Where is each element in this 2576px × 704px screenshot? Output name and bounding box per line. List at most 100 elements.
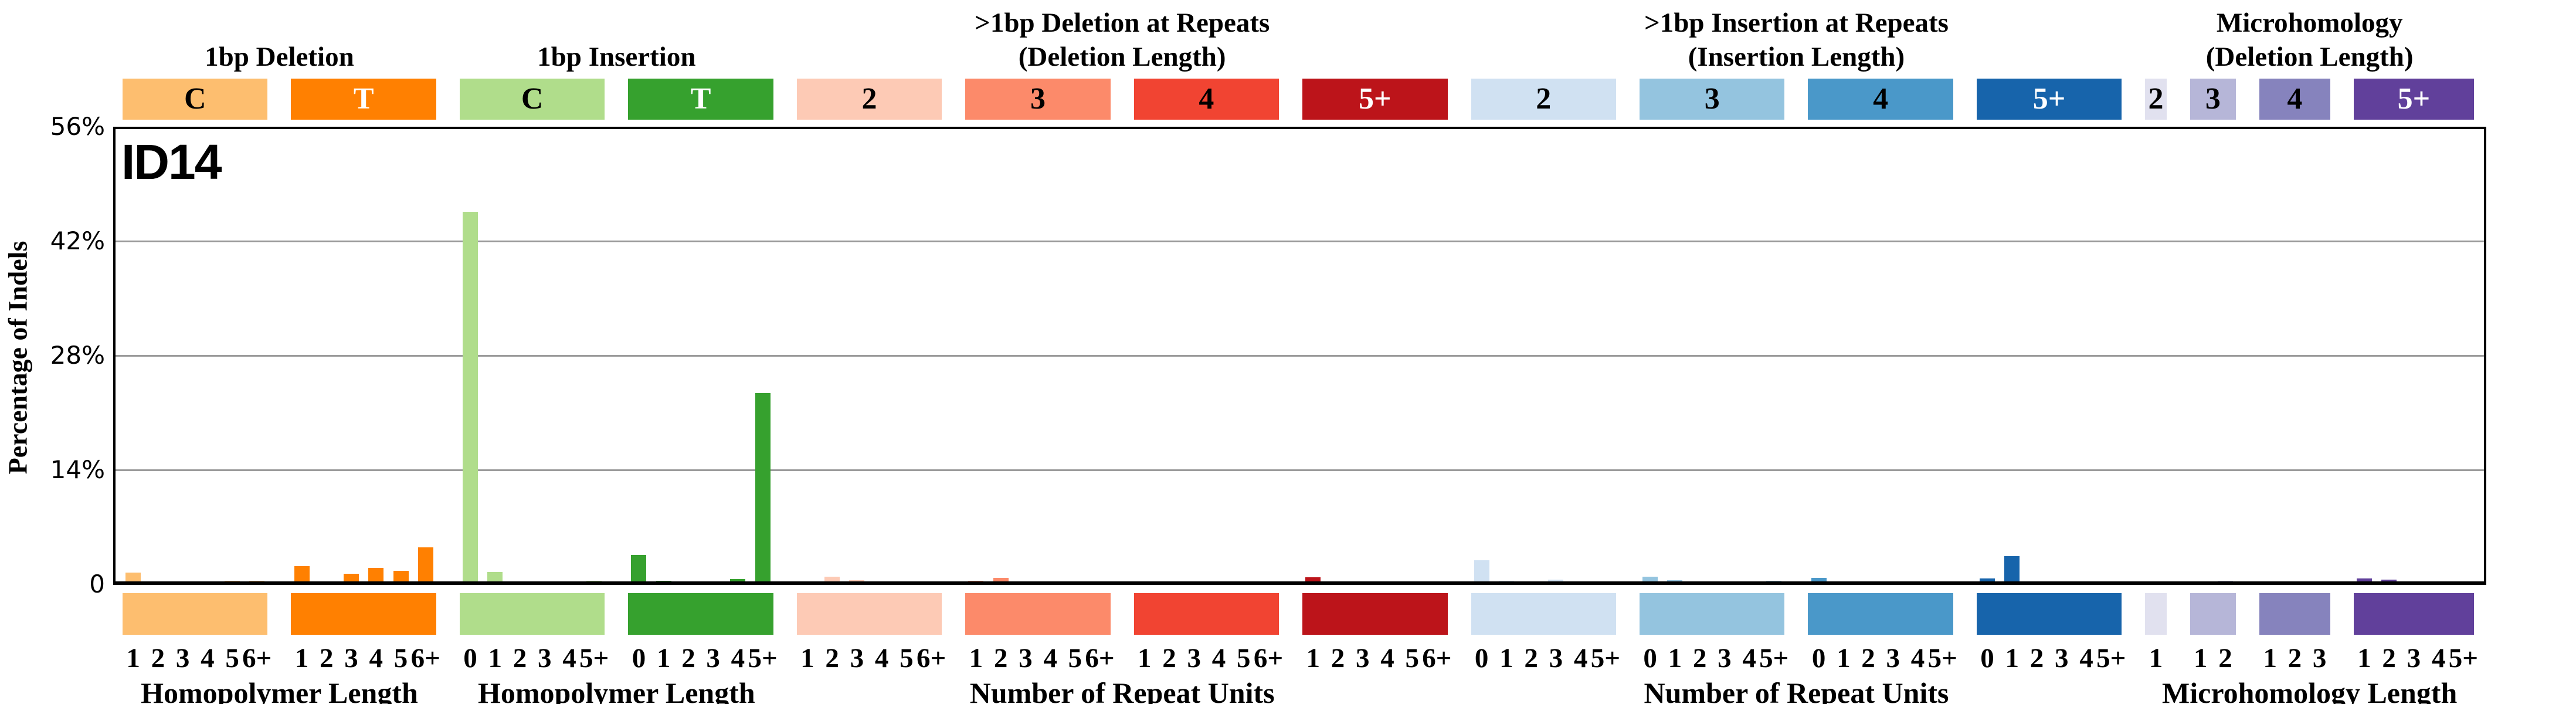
x-tick-label: 5 bbox=[1405, 643, 1419, 673]
x-tick-label: 2 bbox=[320, 643, 334, 673]
x-tick-label: 0 bbox=[632, 643, 646, 673]
category-footer-band bbox=[123, 593, 268, 635]
x-tick-label: 4 bbox=[2079, 643, 2093, 673]
category-header-box: 4 bbox=[1133, 79, 1279, 120]
x-tick-label: 5+ bbox=[1759, 643, 1789, 673]
x-tick-label: 6+ bbox=[242, 643, 272, 673]
bar bbox=[993, 578, 1009, 583]
x-tick-label: 0 bbox=[1643, 643, 1657, 673]
category-footer-band bbox=[1640, 593, 1785, 635]
category-footer-band bbox=[1302, 593, 1448, 635]
section-x-axis-label: Microhomology Length bbox=[2162, 676, 2458, 704]
x-tick-label: 1 bbox=[2263, 643, 2277, 673]
x-tick-label: 1 bbox=[1668, 643, 1682, 673]
gridline bbox=[116, 240, 2484, 242]
category-footer-band bbox=[2353, 593, 2474, 635]
x-tick-label: 3 bbox=[706, 643, 720, 673]
section-title: Microhomology (Deletion Length) bbox=[2205, 8, 2414, 72]
x-tick-label: 1 bbox=[126, 643, 140, 673]
y-tick-label: 0 bbox=[89, 570, 105, 598]
bar bbox=[125, 573, 141, 583]
x-tick-label: 5 bbox=[1237, 643, 1251, 673]
x-tick-label: 4 bbox=[1573, 643, 1588, 673]
gridline bbox=[116, 354, 2484, 357]
x-tick-label: 0 bbox=[1474, 643, 1489, 673]
x-tick-label: 2 bbox=[1861, 643, 1875, 673]
bar bbox=[1474, 560, 1489, 583]
x-tick-label: 3 bbox=[1549, 643, 1563, 673]
x-tick-label: 4 bbox=[731, 643, 745, 673]
category-footer-band bbox=[628, 593, 773, 635]
x-tick-label: 2 bbox=[1162, 643, 1176, 673]
x-tick-label: 3 bbox=[344, 643, 358, 673]
x-tick-label: 1 bbox=[2149, 643, 2163, 673]
x-tick-label: 1 bbox=[1837, 643, 1851, 673]
category-header-box: 2 bbox=[796, 79, 942, 120]
category-footer-band bbox=[2145, 593, 2167, 635]
x-tick-label: 3 bbox=[850, 643, 864, 673]
x-tick-label: 4 bbox=[562, 643, 576, 673]
category-footer-band bbox=[796, 593, 942, 635]
x-tick-label: 5+ bbox=[748, 643, 778, 673]
bar bbox=[1980, 578, 1995, 583]
category-header-box: 4 bbox=[1808, 79, 1953, 120]
category-header-box: 5+ bbox=[1976, 79, 2122, 120]
x-tick-label: 2 bbox=[681, 643, 695, 673]
category-footer-band bbox=[2259, 593, 2330, 635]
x-tick-label: 2 bbox=[825, 643, 839, 673]
x-tick-label: 5 bbox=[393, 643, 408, 673]
category-footer-band bbox=[291, 593, 436, 635]
category-footer-band bbox=[459, 593, 605, 635]
gridline bbox=[116, 469, 2484, 471]
x-tick-label: 5+ bbox=[2448, 643, 2479, 673]
category-footer-band bbox=[1471, 593, 1616, 635]
bar bbox=[1642, 576, 1658, 583]
x-tick-label: 1 bbox=[2193, 643, 2208, 673]
category-header-box: 2 bbox=[2145, 79, 2167, 120]
x-tick-label: 0 bbox=[463, 643, 477, 673]
x-tick-label: 2 bbox=[1692, 643, 1707, 673]
x-tick-label: 1 bbox=[1306, 643, 1320, 673]
x-tick-label: 3 bbox=[1355, 643, 1370, 673]
category-header-box: C bbox=[123, 79, 268, 120]
bar bbox=[294, 566, 310, 583]
x-tick-label: 4 bbox=[369, 643, 383, 673]
x-tick-label: 3 bbox=[2407, 643, 2421, 673]
x-tick-label: 1 bbox=[1138, 643, 1152, 673]
section-x-axis-label: Number of Repeat Units bbox=[1644, 676, 1949, 704]
x-tick-label: 3 bbox=[1718, 643, 1732, 673]
bar bbox=[824, 577, 840, 583]
x-tick-label: 6+ bbox=[1085, 643, 1115, 673]
bar bbox=[487, 571, 503, 583]
x-tick-label: 4 bbox=[201, 643, 215, 673]
x-tick-label: 2 bbox=[2382, 643, 2396, 673]
bar bbox=[1667, 580, 1683, 583]
category-header-box: 5+ bbox=[2353, 79, 2474, 120]
bar bbox=[1548, 580, 1564, 583]
y-tick-label: 28% bbox=[50, 341, 105, 370]
category-header-box: 3 bbox=[965, 79, 1111, 120]
x-tick-label: 0 bbox=[1811, 643, 1826, 673]
x-tick-label: 5 bbox=[1068, 643, 1082, 673]
x-tick-label: 2 bbox=[2029, 643, 2044, 673]
bar bbox=[463, 211, 478, 583]
x-tick-label: 2 bbox=[993, 643, 1008, 673]
x-tick-label: 1 bbox=[1499, 643, 1513, 673]
x-tick-label: 1 bbox=[656, 643, 671, 673]
category-footer-band bbox=[1133, 593, 1279, 635]
x-tick-label: 5 bbox=[900, 643, 914, 673]
x-tick-label: 2 bbox=[151, 643, 165, 673]
bar bbox=[631, 554, 647, 583]
category-header-box: 2 bbox=[1471, 79, 1616, 120]
bar bbox=[1811, 577, 1827, 583]
category-header-box: C bbox=[459, 79, 605, 120]
y-tick-label: 14% bbox=[50, 455, 105, 484]
x-tick-label: 3 bbox=[537, 643, 552, 673]
x-tick-label: 4 bbox=[1380, 643, 1394, 673]
bar bbox=[368, 567, 384, 583]
x-tick-label: 1 bbox=[969, 643, 983, 673]
category-header-box: 3 bbox=[1640, 79, 1785, 120]
x-tick-label: 6+ bbox=[1422, 643, 1452, 673]
section-x-axis-label: Homopolymer Length bbox=[141, 676, 418, 704]
